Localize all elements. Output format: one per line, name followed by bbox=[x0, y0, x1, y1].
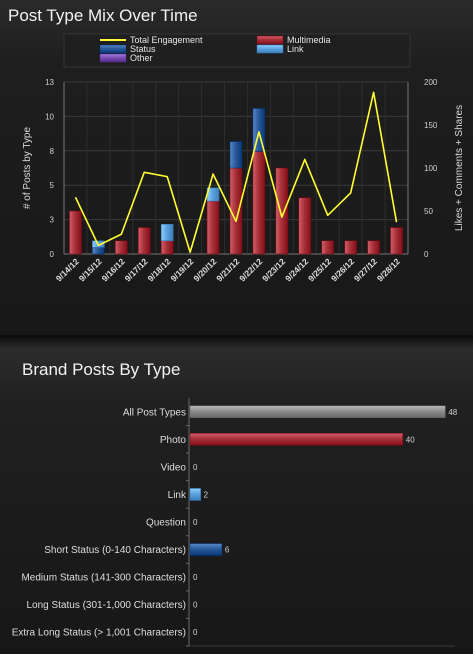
panel-title: Post Type Mix Over Time bbox=[8, 6, 198, 25]
bar-multimedia bbox=[275, 167, 289, 255]
y2-tick-label: 200 bbox=[424, 78, 438, 87]
bar-multimedia bbox=[189, 433, 404, 446]
category-label: Photo bbox=[160, 435, 187, 446]
bar-all_post_types bbox=[189, 405, 446, 419]
bar-multimedia bbox=[321, 240, 334, 255]
category-label: All Post Types bbox=[123, 407, 186, 418]
legend-label-other: Other bbox=[130, 53, 153, 63]
category-label: Extra Long Status (> 1,001 Characters) bbox=[12, 628, 186, 639]
legend-swatch-multimedia bbox=[256, 35, 284, 45]
legend-swatch-status bbox=[99, 44, 127, 54]
data-label: 0 bbox=[193, 463, 198, 472]
x-tick-label: 9/23/12 bbox=[260, 256, 287, 283]
bar-multimedia bbox=[390, 227, 403, 255]
legend-swatch-link bbox=[256, 44, 284, 54]
category-label: Link bbox=[168, 490, 187, 501]
x-tick-label: 9/28/12 bbox=[375, 256, 402, 283]
bar-multimedia bbox=[206, 200, 220, 255]
y2-tick-label: 150 bbox=[424, 121, 438, 130]
bar-status bbox=[189, 543, 223, 556]
y2-tick-label: 0 bbox=[424, 250, 429, 259]
bar-multimedia bbox=[115, 240, 128, 255]
panel-separator bbox=[0, 336, 473, 348]
data-label: 6 bbox=[225, 546, 230, 555]
legend-label-multimedia: Multimedia bbox=[287, 35, 331, 45]
data-label: 40 bbox=[406, 435, 415, 444]
x-tick-label: 9/15/12 bbox=[77, 256, 104, 283]
x-tick-label: 9/14/12 bbox=[54, 256, 81, 283]
x-tick-label: 9/18/12 bbox=[145, 256, 172, 283]
x-tick-label: 9/19/12 bbox=[168, 256, 195, 283]
data-label: 0 bbox=[193, 573, 198, 582]
bar-status bbox=[92, 247, 105, 255]
x-tick-label: 9/27/12 bbox=[352, 256, 379, 283]
bar-status bbox=[229, 141, 243, 169]
category-label: Medium Status (141-300 Characters) bbox=[21, 573, 186, 584]
data-label: 0 bbox=[193, 601, 198, 610]
bar-multimedia bbox=[69, 210, 82, 255]
bar-multimedia bbox=[298, 197, 312, 255]
legend-label-link: Link bbox=[287, 44, 304, 54]
y-tick-label: 10 bbox=[45, 112, 54, 121]
bar-link bbox=[160, 223, 174, 242]
x-tick-label: 9/25/12 bbox=[306, 256, 333, 283]
brand-posts-chart: All Post Types 48 Photo 40 Video 0 Link 2 Questi… bbox=[12, 398, 458, 647]
category-label: Video bbox=[161, 462, 187, 473]
legend-swatch-other bbox=[99, 53, 127, 63]
x-tick-label: 9/26/12 bbox=[329, 256, 356, 283]
x-tick-label: 9/21/12 bbox=[214, 256, 241, 283]
data-label: 48 bbox=[448, 408, 457, 417]
x-tick-label: 9/17/12 bbox=[123, 256, 150, 283]
x-tick-label: 9/20/12 bbox=[191, 256, 218, 283]
category-label: Question bbox=[146, 518, 186, 529]
bar-multimedia bbox=[138, 227, 151, 255]
post-type-mix-chart: Total Engagement Multimedia Status Link Othe… bbox=[22, 33, 465, 283]
y-tick-label: 5 bbox=[50, 181, 55, 190]
bar-multimedia bbox=[367, 240, 380, 255]
x-tick-label: 9/24/12 bbox=[283, 256, 310, 283]
y-axis-label: # of Posts by Type bbox=[22, 127, 33, 210]
post-type-mix-panel: Post Type Mix Over Time Total Engagement… bbox=[0, 0, 473, 336]
y2-tick-label: 100 bbox=[424, 164, 438, 173]
legend-label-status: Status bbox=[130, 44, 156, 54]
legend-label-engagement: Total Engagement bbox=[130, 35, 203, 45]
data-label: 0 bbox=[193, 628, 198, 637]
category-label: Short Status (0-140 Characters) bbox=[44, 545, 186, 556]
y-tick-label: 3 bbox=[50, 216, 55, 225]
y-tick-label: 13 bbox=[45, 78, 54, 87]
panel-title: Brand Posts By Type bbox=[22, 360, 181, 379]
data-label: 2 bbox=[204, 490, 209, 499]
category-label: Long Status (301-1,000 Characters) bbox=[26, 600, 186, 611]
x-tick-label: 9/22/12 bbox=[237, 256, 264, 283]
bar-link bbox=[189, 488, 201, 501]
engagement-line bbox=[74, 91, 398, 254]
bar-multimedia bbox=[344, 240, 357, 255]
y2-axis-label: Likes + Comments + Shares bbox=[454, 105, 465, 231]
x-tick-label: 9/16/12 bbox=[100, 256, 127, 283]
brand-posts-panel: Brand Posts By Type All Post Types 48 Phot… bbox=[0, 348, 473, 654]
y-tick-label: 0 bbox=[50, 250, 55, 259]
bar-multimedia bbox=[252, 151, 266, 255]
bar-multimedia bbox=[160, 240, 174, 255]
data-label: 0 bbox=[193, 518, 198, 527]
y-tick-label: 8 bbox=[50, 147, 55, 156]
y2-tick-label: 50 bbox=[424, 207, 433, 216]
